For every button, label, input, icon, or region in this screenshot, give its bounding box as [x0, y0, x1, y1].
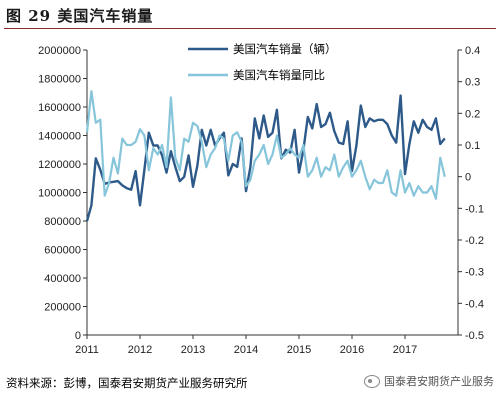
series-line-yoy	[85, 90, 446, 200]
y-left-tick-label: 0	[75, 330, 81, 342]
figure-title-bar: 图 29 美国汽车销量	[4, 3, 496, 29]
y-left-tick-label: 600000	[44, 245, 81, 257]
legend-label: 美国汽车销量（辆）	[233, 42, 337, 56]
x-tick-label: 2012	[128, 344, 152, 356]
x-tick-label: 2015	[287, 344, 311, 356]
figure-title: 图 29 美国汽车销量	[6, 7, 154, 25]
y-left-tick-label: 400000	[44, 273, 81, 285]
y-left-tick-label: 200000	[44, 302, 81, 314]
x-tick-label: 2013	[181, 344, 205, 356]
y-left-tick-label: 800000	[44, 216, 81, 228]
y-right-tick-label: -0.5	[465, 330, 484, 342]
y-right-tick-label: 0.2	[465, 108, 480, 120]
chart-axes: 0 200000 400000 600000 800000 1000000 1200000 1…	[38, 45, 484, 356]
y-left-tick-label: 1400000	[38, 131, 81, 143]
watermark-text: 国泰君安期货产业服务	[384, 375, 494, 388]
y-left-tick-label: 1200000	[38, 159, 81, 171]
chart-series	[85, 90, 446, 222]
y-right-tick-label: -0.3	[465, 267, 484, 279]
y-right-tick-label: 0.1	[465, 140, 480, 152]
chart-legend: 美国汽车销量（辆） 美国汽车销量同比	[188, 42, 337, 82]
x-tick-label: 2016	[340, 344, 364, 356]
y-left-tick-label: 1600000	[38, 102, 81, 114]
y-right-tick-label: 0	[465, 172, 471, 184]
y-right-tick-label: 0.3	[465, 77, 480, 89]
y-left-tick-label: 1800000	[38, 74, 81, 86]
y-right-tick-label: -0.2	[465, 235, 484, 247]
y-left-tick-label: 2000000	[38, 45, 81, 57]
line-chart: 0 200000 400000 600000 800000 1000000 1200000 1…	[38, 42, 484, 356]
y-right-tick-label: -0.4	[465, 298, 484, 310]
x-tick-label: 2011	[75, 344, 99, 356]
wechat-icon	[364, 374, 380, 388]
figure-footer: 资料来源：彭博，国泰君安期货产业服务研究所 国泰君安期货产业服务	[4, 370, 496, 396]
y-left-tick-label: 1000000	[38, 188, 81, 200]
source-note: 资料来源：彭博，国泰君安期货产业服务研究所	[6, 376, 248, 390]
x-tick-label: 2017	[393, 344, 417, 356]
legend-label: 美国汽车销量同比	[233, 68, 325, 82]
x-tick-label: 2014	[234, 344, 258, 356]
y-right-tick-label: 0.4	[465, 45, 480, 57]
y-right-tick-label: -0.1	[465, 203, 484, 215]
watermark-logo: 国泰君安期货产业服务	[364, 373, 494, 389]
